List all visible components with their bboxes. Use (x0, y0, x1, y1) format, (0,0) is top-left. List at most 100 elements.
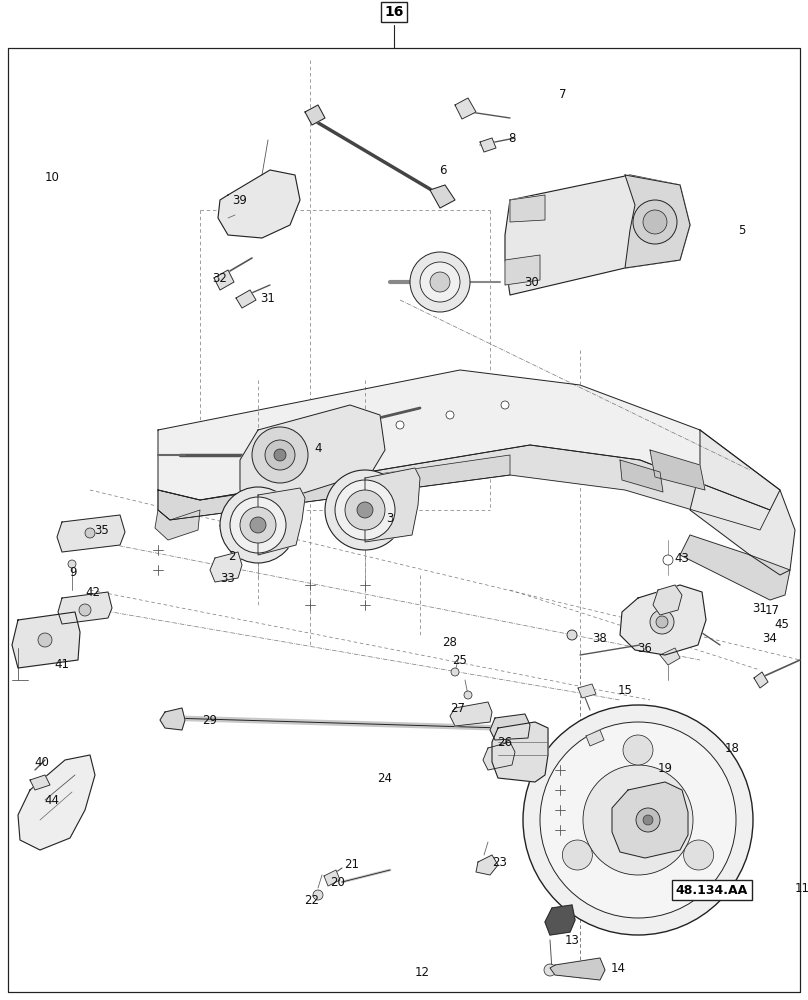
Polygon shape (620, 460, 663, 492)
Text: 6: 6 (440, 163, 447, 176)
Ellipse shape (79, 604, 91, 616)
Polygon shape (18, 755, 95, 850)
Text: 2: 2 (228, 550, 236, 562)
Ellipse shape (636, 808, 660, 832)
Polygon shape (455, 98, 476, 119)
Ellipse shape (220, 487, 296, 563)
Ellipse shape (341, 431, 349, 439)
Text: 19: 19 (658, 762, 672, 774)
Polygon shape (30, 775, 50, 790)
Text: 18: 18 (725, 742, 739, 754)
Ellipse shape (650, 610, 674, 634)
Ellipse shape (85, 528, 95, 538)
Text: 8: 8 (508, 131, 516, 144)
Polygon shape (612, 782, 688, 858)
Text: 25: 25 (452, 654, 468, 667)
Polygon shape (158, 370, 780, 510)
Text: 48.134.AA: 48.134.AA (675, 884, 748, 896)
Ellipse shape (230, 497, 286, 553)
Ellipse shape (241, 456, 249, 464)
Polygon shape (586, 730, 604, 746)
Polygon shape (57, 515, 125, 552)
Text: 36: 36 (638, 642, 652, 654)
Polygon shape (550, 958, 605, 980)
Text: 3: 3 (386, 512, 393, 524)
Text: 11: 11 (794, 882, 808, 895)
Polygon shape (492, 722, 548, 782)
Ellipse shape (335, 480, 395, 540)
Polygon shape (158, 445, 770, 530)
Text: 13: 13 (565, 934, 579, 946)
Ellipse shape (623, 735, 653, 765)
Ellipse shape (240, 507, 276, 543)
Polygon shape (155, 510, 200, 540)
Polygon shape (430, 185, 455, 208)
Ellipse shape (250, 517, 266, 533)
Ellipse shape (451, 668, 459, 676)
Ellipse shape (633, 200, 677, 244)
Ellipse shape (410, 252, 470, 312)
Polygon shape (214, 270, 234, 290)
Ellipse shape (252, 427, 308, 483)
Polygon shape (660, 648, 680, 665)
Polygon shape (545, 905, 575, 935)
Ellipse shape (464, 691, 472, 699)
Polygon shape (305, 105, 325, 125)
Polygon shape (690, 430, 795, 575)
Polygon shape (12, 612, 80, 668)
Text: 41: 41 (54, 659, 69, 672)
Text: 9: 9 (69, 565, 77, 578)
Ellipse shape (663, 555, 673, 565)
Text: 4: 4 (314, 442, 322, 454)
Polygon shape (505, 175, 690, 295)
Ellipse shape (643, 815, 653, 825)
Ellipse shape (583, 765, 693, 875)
Polygon shape (510, 195, 545, 222)
Polygon shape (505, 255, 540, 285)
Polygon shape (680, 535, 790, 600)
Polygon shape (158, 455, 510, 520)
Ellipse shape (357, 502, 373, 518)
Polygon shape (324, 870, 340, 886)
Text: 16: 16 (385, 5, 404, 19)
Polygon shape (483, 742, 515, 770)
Polygon shape (210, 552, 242, 582)
Polygon shape (754, 672, 768, 688)
Ellipse shape (523, 705, 753, 935)
Ellipse shape (567, 630, 577, 640)
Text: 23: 23 (493, 856, 507, 868)
Ellipse shape (313, 890, 323, 900)
Text: 43: 43 (675, 552, 689, 564)
Text: 7: 7 (559, 89, 566, 102)
Ellipse shape (345, 490, 385, 530)
Text: 40: 40 (35, 756, 49, 768)
Text: 45: 45 (775, 618, 789, 632)
Ellipse shape (430, 272, 450, 292)
Text: 35: 35 (95, 524, 109, 536)
Text: 29: 29 (203, 714, 217, 726)
Text: 17: 17 (764, 603, 780, 616)
Polygon shape (650, 450, 705, 490)
Polygon shape (620, 585, 706, 655)
Ellipse shape (501, 401, 509, 409)
Ellipse shape (274, 449, 286, 461)
Text: 30: 30 (524, 275, 540, 288)
Text: 34: 34 (763, 632, 777, 645)
Polygon shape (258, 488, 305, 555)
Text: 27: 27 (451, 702, 465, 714)
Polygon shape (218, 170, 300, 238)
Text: 33: 33 (221, 571, 235, 584)
Text: 42: 42 (86, 585, 100, 598)
Text: 28: 28 (443, 636, 457, 648)
Text: 15: 15 (617, 684, 633, 696)
Ellipse shape (38, 633, 52, 647)
Polygon shape (625, 175, 690, 268)
Ellipse shape (396, 421, 404, 429)
Text: 24: 24 (377, 772, 393, 784)
Ellipse shape (540, 722, 736, 918)
Text: 5: 5 (739, 224, 746, 236)
Ellipse shape (420, 262, 460, 302)
Ellipse shape (544, 964, 556, 976)
Ellipse shape (684, 840, 713, 870)
Text: 31: 31 (260, 292, 276, 304)
